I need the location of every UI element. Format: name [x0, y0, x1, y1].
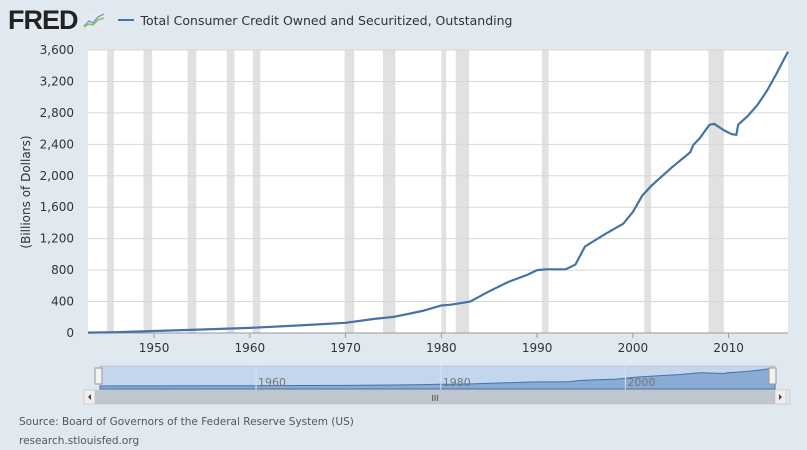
y-tick-label: 0: [66, 326, 74, 340]
recession-band: [187, 50, 197, 333]
navigator-area: [99, 367, 776, 390]
scrollbar-grip: III: [431, 394, 438, 403]
x-tick-label: 2000: [618, 341, 649, 355]
x-axis: 1950 1960 1970 1980 1990 2000 2010: [139, 333, 744, 355]
range-navigator[interactable]: 1960 1980 2000 III: [83, 365, 791, 405]
x-tick-label: 1960: [235, 341, 266, 355]
source-note: Source: Board of Governors of the Federa…: [19, 416, 354, 428]
scrollbar-thumb[interactable]: [95, 390, 775, 404]
recession-band: [708, 50, 724, 333]
y-tick-label: 1,600: [40, 200, 74, 214]
recession-band: [344, 50, 355, 333]
recession-band: [382, 50, 396, 333]
y-axis-label: (Billions of Dollars): [19, 135, 33, 248]
recession-band: [143, 50, 153, 333]
x-tick-label: 2010: [713, 341, 744, 355]
y-tick-label: 2,400: [40, 137, 74, 151]
series-line: [87, 51, 789, 334]
recession-band: [644, 50, 652, 333]
x-tick-label: 1980: [426, 341, 457, 355]
y-tick-label: 400: [51, 295, 74, 309]
arrow-right-icon: [779, 394, 782, 400]
fred-logo[interactable]: FRED: [8, 4, 78, 35]
recession-band: [226, 50, 235, 333]
source-link[interactable]: research.stlouisfed.org: [19, 435, 140, 447]
y-tick-label: 3,200: [40, 74, 74, 88]
arrow-left-icon: [88, 394, 91, 400]
recession-band: [107, 50, 114, 333]
y-tick-label: 2,000: [40, 169, 74, 183]
legend-label[interactable]: Total Consumer Credit Owned and Securiti…: [140, 12, 513, 28]
header: FRED Total Consumer Credit Owned and Sec…: [8, 4, 513, 35]
navigator-handle-right[interactable]: [768, 367, 777, 385]
y-axis: 0 400 800 1,200 1,600 2,000 2,400 2,800 3,200 3,6…: [40, 43, 74, 340]
plot-background: [88, 50, 788, 333]
recession-band: [455, 50, 470, 333]
gridlines: [88, 49, 788, 334]
navigator-label: 1980: [443, 376, 471, 389]
recession-band: [541, 50, 549, 333]
legend-swatch: [117, 19, 134, 21]
chart-line-icon: [81, 11, 106, 29]
navigator-label: 1960: [258, 376, 286, 389]
chart: 0 400 800 1,200 1,600 2,000 2,400 2,800 3,200 3,6…: [19, 43, 791, 405]
recession-bands: [88, 50, 788, 333]
x-tick-label: 1950: [139, 341, 170, 355]
recession-band: [441, 50, 447, 333]
navigator-label: 2000: [627, 376, 655, 389]
y-tick-label: 800: [51, 263, 74, 277]
y-tick-label: 1,200: [40, 232, 74, 246]
recession-band: [252, 50, 261, 333]
y-tick-label: 3,600: [40, 43, 74, 57]
x-tick-label: 1970: [330, 341, 361, 355]
navigator-handle-left[interactable]: [94, 367, 103, 385]
y-tick-label: 2,800: [40, 106, 74, 120]
x-tick-label: 1990: [522, 341, 553, 355]
